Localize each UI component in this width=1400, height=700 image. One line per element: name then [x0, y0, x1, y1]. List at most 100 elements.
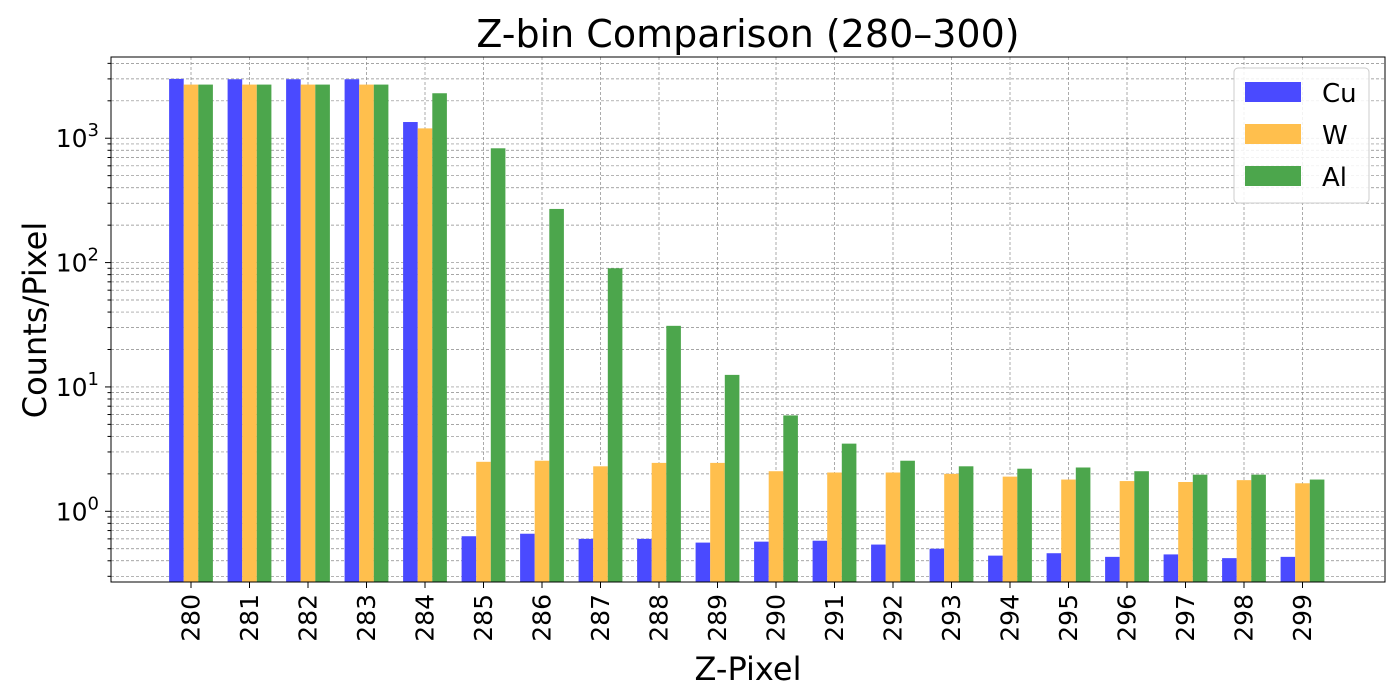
- x-tick-label: 283: [352, 594, 381, 642]
- bar-al-282: [315, 84, 330, 582]
- bar-al-283: [373, 84, 389, 582]
- x-tick-label: 288: [645, 594, 674, 642]
- bar-cu-282: [286, 79, 301, 583]
- bar-w-280: [183, 84, 199, 582]
- x-axis: 280 281 282 283 284 285 286 287 288 289 290 291 292 2…: [177, 582, 1317, 642]
- bar-cu-290: [754, 541, 769, 582]
- bar-cu-294: [988, 555, 1003, 582]
- bar-cu-283: [344, 79, 360, 583]
- bar-w-294: [1002, 476, 1018, 582]
- bar-w-291: [827, 472, 842, 582]
- bar-w-285: [476, 461, 491, 582]
- bar-cu-285: [461, 536, 477, 582]
- bar-w-281: [242, 84, 257, 582]
- legend-label-cu: Cu: [1322, 79, 1357, 109]
- bar-al-295: [1075, 467, 1091, 582]
- bar-cu-297: [1163, 554, 1179, 582]
- bar-cu-291: [812, 540, 828, 582]
- x-tick-label: 282: [294, 594, 323, 642]
- bar-cu-286: [520, 533, 535, 582]
- bar-w-299: [1295, 483, 1310, 582]
- bar-al-297: [1192, 474, 1208, 582]
- bar-w-292: [885, 472, 901, 582]
- bar-cu-288: [637, 538, 652, 582]
- bar-cu-299: [1280, 556, 1296, 582]
- bar-al-280: [198, 84, 213, 582]
- bar-al-286: [549, 208, 564, 583]
- x-tick-label: 293: [937, 594, 966, 642]
- bar-cu-295: [1046, 553, 1062, 582]
- bar-al-293: [958, 466, 974, 582]
- bar-al-285: [490, 148, 506, 582]
- bar-al-287: [607, 268, 623, 582]
- y-tick-label: 100: [56, 493, 99, 526]
- bar-cu-296: [1105, 556, 1120, 582]
- x-tick-label: 296: [1113, 594, 1142, 642]
- legend-swatch-w: [1245, 124, 1301, 144]
- bar-w-282: [300, 84, 316, 582]
- y-axis: 100 101 102 103: [56, 62, 111, 577]
- bar-cu-284: [403, 122, 418, 582]
- bar-al-298: [1251, 474, 1266, 582]
- bar-al-294: [1017, 468, 1032, 582]
- x-tick-label: 298: [1230, 594, 1259, 642]
- bar-w-287: [593, 466, 608, 582]
- bar-cu-280: [169, 78, 184, 582]
- plot-frame: [110, 56, 1386, 583]
- x-tick-label: 297: [1171, 594, 1200, 642]
- bar-w-298: [1236, 480, 1252, 582]
- x-tick-label: 291: [820, 594, 849, 642]
- bar-w-288: [651, 462, 667, 582]
- bar-w-290: [768, 471, 784, 582]
- bar-al-292: [900, 460, 915, 582]
- x-tick-label: 284: [411, 594, 440, 642]
- y-axis-label: Counts/Pixel: [16, 222, 54, 419]
- x-tick-label: 295: [1054, 594, 1083, 642]
- bar-al-284: [432, 93, 447, 583]
- y-tick-label: 102: [56, 245, 99, 278]
- x-tick-label: 285: [469, 594, 498, 642]
- bar-cu-292: [871, 544, 886, 582]
- bar-al-289: [724, 374, 740, 582]
- x-tick-label: 289: [703, 594, 732, 642]
- bar-cu-293: [929, 548, 945, 582]
- bar-w-289: [710, 462, 725, 582]
- x-tick-label: 280: [177, 594, 206, 642]
- bar-w-293: [944, 473, 959, 582]
- bar-al-299: [1309, 479, 1325, 582]
- bar-cu-289: [695, 542, 711, 582]
- bar-w-295: [1061, 479, 1076, 582]
- y-tick-label: 101: [56, 369, 99, 402]
- bar-al-288: [666, 325, 681, 582]
- x-axis-label: Z-Pixel: [695, 650, 802, 688]
- legend-label-w: W: [1322, 121, 1348, 151]
- bar-w-297: [1178, 481, 1193, 582]
- x-tick-label: 292: [879, 594, 908, 642]
- bar-cu-298: [1222, 558, 1237, 582]
- bar-cu-287: [578, 538, 594, 582]
- x-tick-label: 299: [1288, 594, 1317, 642]
- y-tick-label: 103: [56, 120, 99, 153]
- legend-swatch-cu: [1245, 82, 1301, 102]
- bars: [169, 78, 1325, 583]
- legend-swatch-al: [1245, 166, 1301, 186]
- x-tick-label: 281: [235, 594, 264, 642]
- bar-al-296: [1134, 471, 1149, 582]
- bar-cu-281: [227, 79, 243, 583]
- legend-label-al: Al: [1322, 163, 1347, 193]
- bar-w-286: [534, 460, 550, 582]
- bar-al-290: [783, 415, 798, 582]
- x-tick-label: 286: [528, 594, 557, 642]
- x-tick-label: 290: [762, 594, 791, 642]
- x-tick-label: 294: [996, 594, 1025, 642]
- chart-title: Z-bin Comparison (280–300): [476, 12, 1019, 56]
- bar-w-284: [417, 128, 433, 582]
- x-tick-label: 287: [586, 594, 615, 642]
- bar-al-281: [256, 84, 272, 582]
- bar-al-291: [841, 443, 857, 582]
- legend: Cu W Al: [1233, 67, 1370, 204]
- bar-w-283: [359, 84, 374, 582]
- bar-w-296: [1119, 481, 1135, 582]
